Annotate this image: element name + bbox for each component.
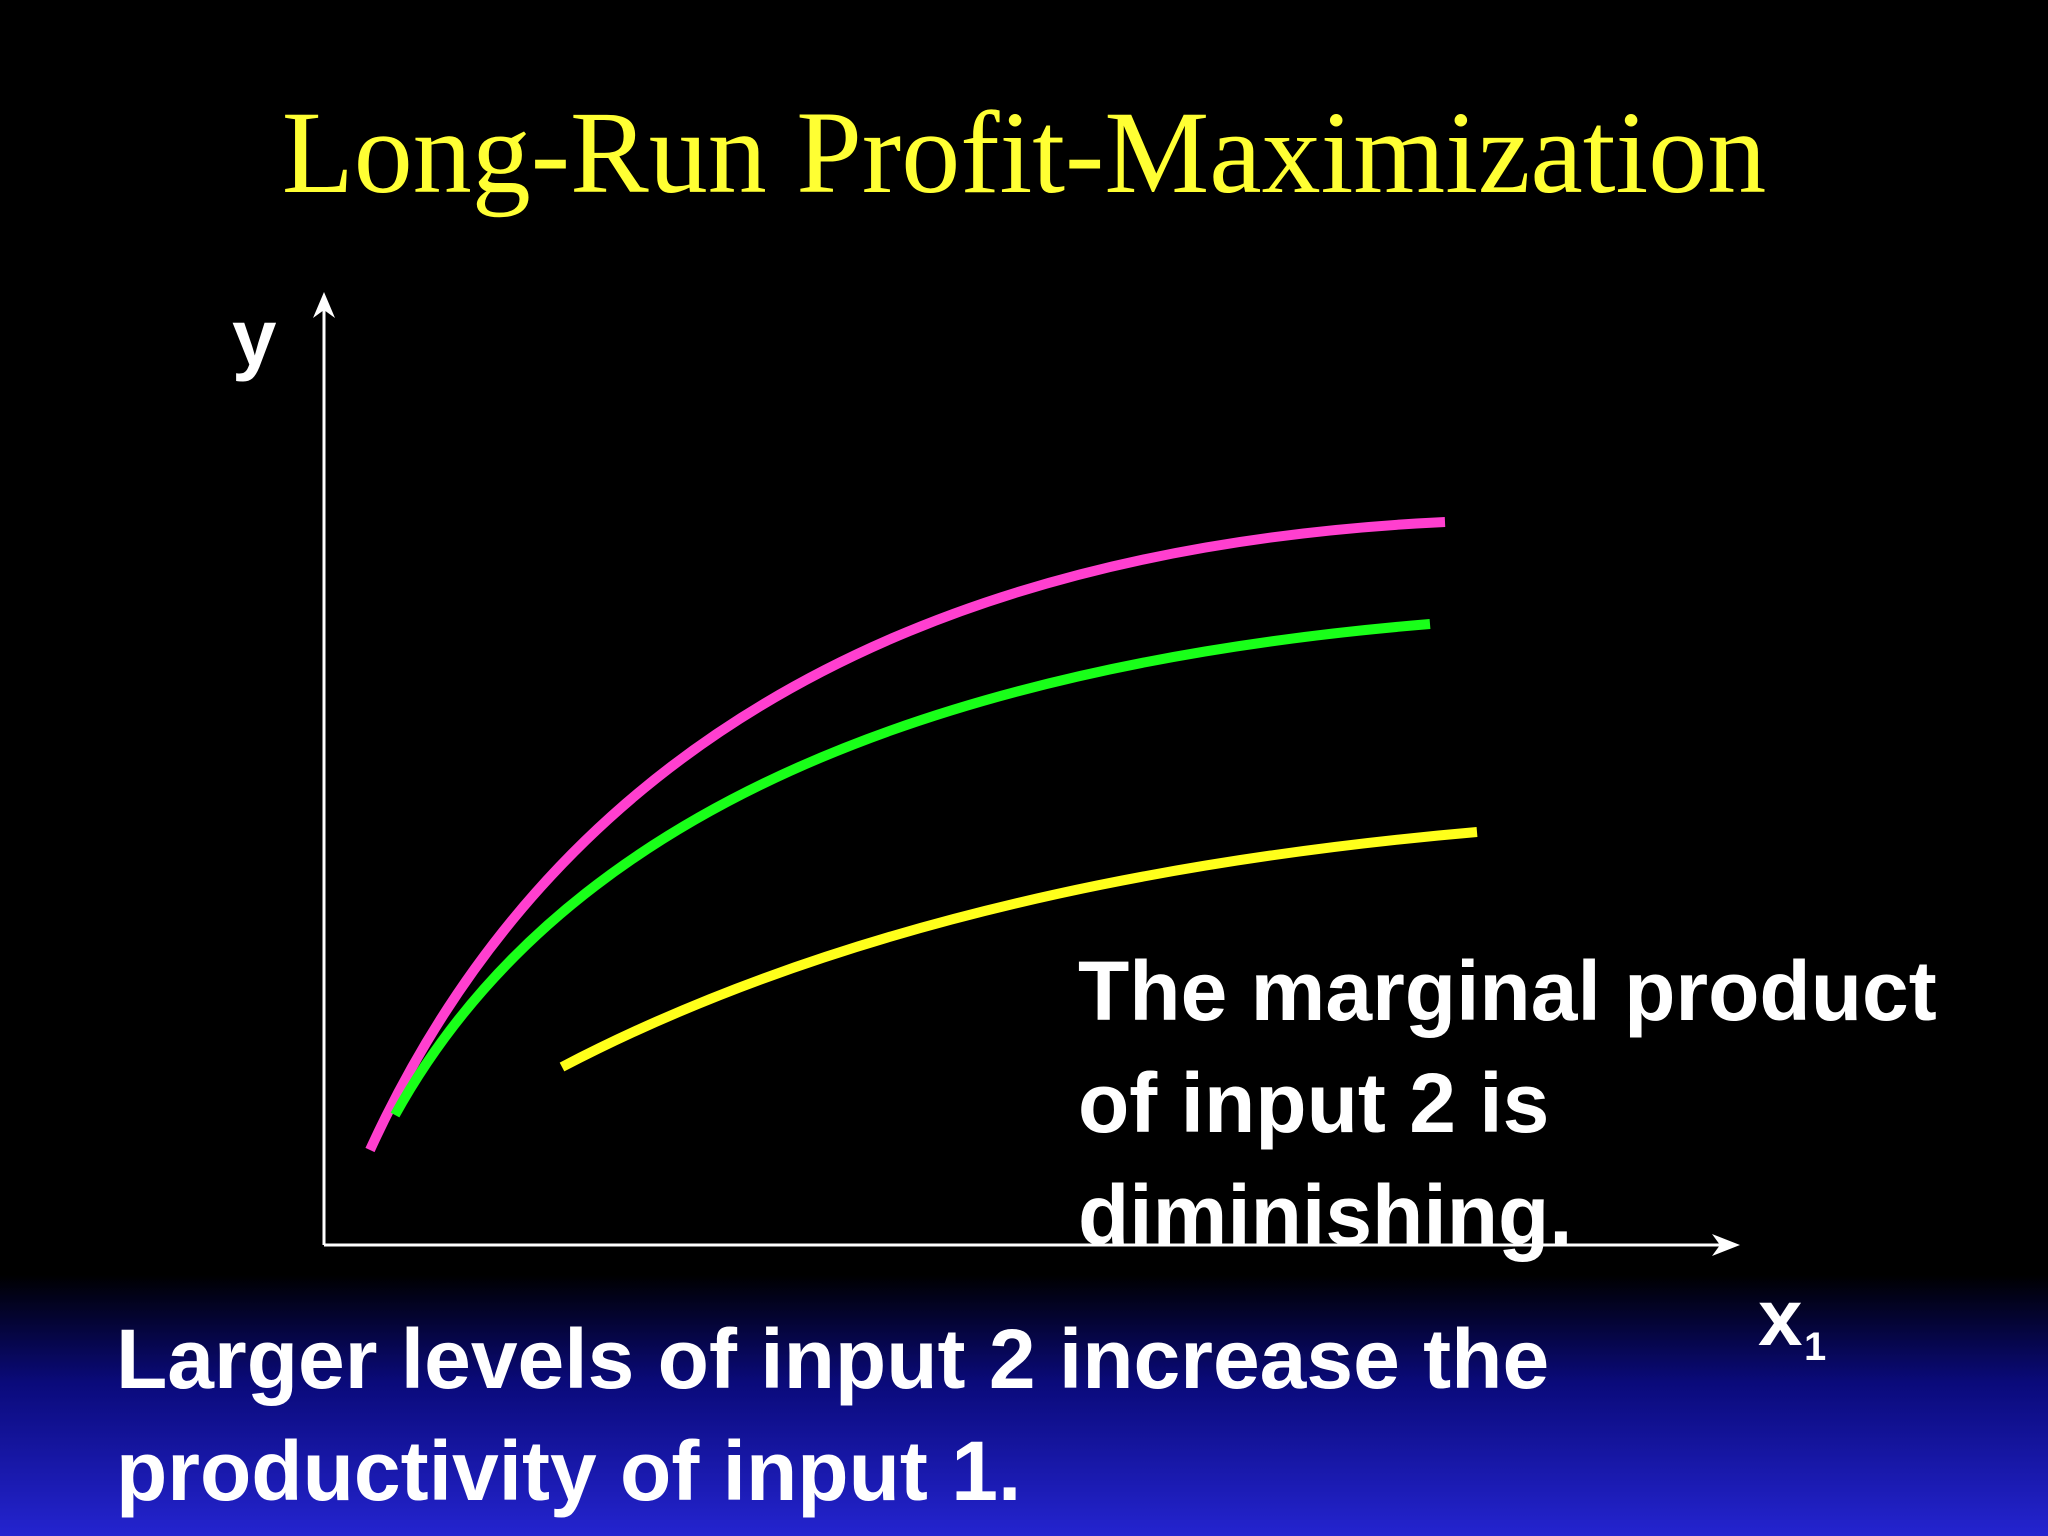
curve-highest-input-2 bbox=[365, 517, 1446, 1153]
x-axis-label: x bbox=[1758, 1273, 1803, 1362]
y-axis-arrowhead bbox=[313, 292, 335, 318]
annotation-line: The marginal product bbox=[1078, 944, 1937, 1038]
x-axis-arrowhead bbox=[1712, 1234, 1740, 1256]
curve-medium-input-2 bbox=[390, 619, 1431, 1118]
curve-lowest-input-2 bbox=[559, 827, 1478, 1072]
annotation-line: of input 2 is bbox=[1078, 1056, 1550, 1150]
caption-line: productivity of input 1. bbox=[116, 1424, 1022, 1518]
slide-title: Long-Run Profit-Maximization bbox=[281, 87, 1767, 218]
y-axis-label: y bbox=[232, 293, 277, 382]
caption-line: Larger levels of input 2 increase the bbox=[116, 1312, 1550, 1406]
x-axis-subscript: 1 bbox=[1804, 1325, 1827, 1369]
caption: Larger levels of input 2 increase the pr… bbox=[116, 1303, 1549, 1527]
annotation-line: diminishing. bbox=[1078, 1168, 1573, 1262]
annotation: The marginal product of input 2 is dimin… bbox=[1078, 935, 1937, 1271]
